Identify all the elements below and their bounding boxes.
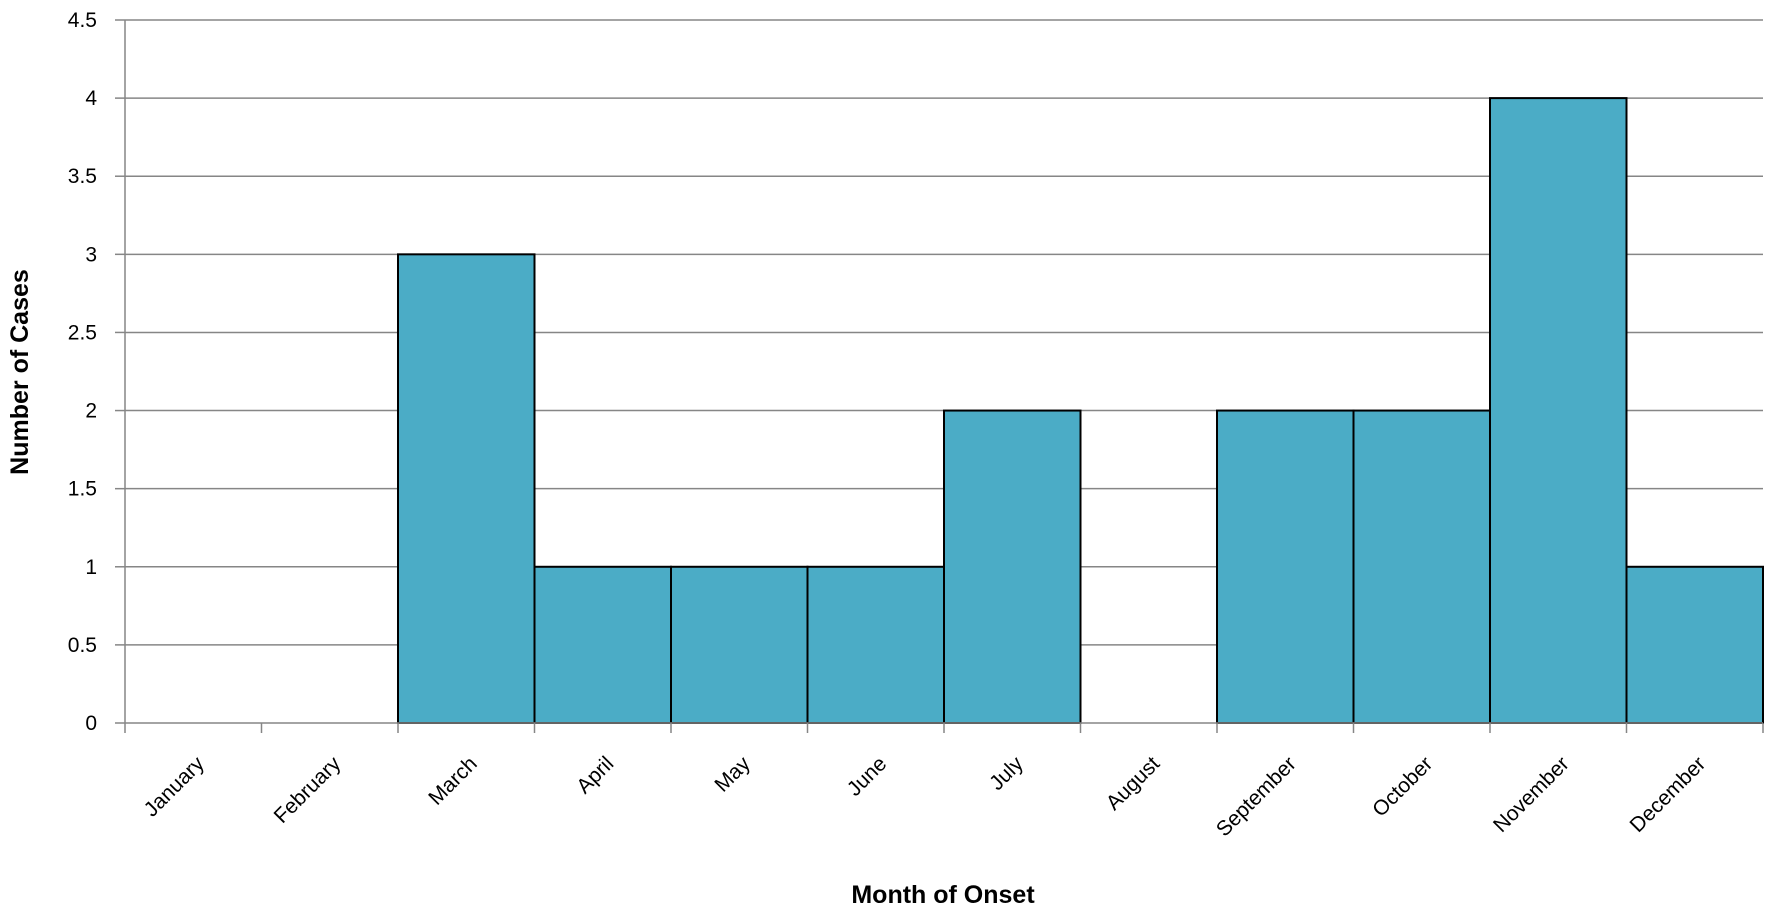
y-tick-label: 4 <box>85 87 97 110</box>
x-tick-label: March <box>424 752 482 810</box>
bar-september <box>1216 409 1355 724</box>
x-tick-label: April <box>572 752 618 798</box>
x-tick-label: November <box>1489 752 1574 837</box>
x-tick-label: September <box>1212 752 1301 841</box>
y-tick-label: 0.5 <box>68 634 97 657</box>
bar-april <box>533 565 672 724</box>
bar-july <box>943 409 1082 724</box>
bar-november <box>1489 97 1628 725</box>
y-tick-label: 1 <box>85 556 97 579</box>
y-tick-label: 1.5 <box>68 478 97 501</box>
bars <box>397 97 1764 725</box>
y-tick-labels: 0 0.5 1 1.5 2 2.5 3 3.5 4 4.5 <box>68 9 98 735</box>
y-tick-label: 3.5 <box>68 165 97 188</box>
bar-june <box>806 565 945 724</box>
x-tick-label: June <box>843 752 891 800</box>
x-tick-label: August <box>1102 752 1165 815</box>
bar-october <box>1352 409 1491 724</box>
bar-may <box>670 565 809 724</box>
bar-december <box>1625 565 1764 724</box>
x-tick-labels: January February March April May June July Augu… <box>140 752 1711 841</box>
x-axis-title: Month of Onset <box>851 881 1035 909</box>
x-tick-label: October <box>1368 752 1437 821</box>
y-tick-label: 2.5 <box>68 321 97 344</box>
x-tick-label: January <box>140 752 209 821</box>
y-tick-label: 3 <box>85 243 97 266</box>
y-tick-label: 0 <box>85 712 97 735</box>
x-tick-label: December <box>1626 752 1711 837</box>
axes <box>115 19 1764 733</box>
x-tick-label: July <box>985 752 1028 795</box>
bar-march <box>397 253 536 724</box>
y-tick-label: 4.5 <box>68 9 97 32</box>
y-axis-title: Number of Cases <box>6 269 34 475</box>
x-tick-label: February <box>270 752 346 828</box>
x-tick-label: May <box>710 752 755 797</box>
y-tick-label: 2 <box>85 400 97 423</box>
